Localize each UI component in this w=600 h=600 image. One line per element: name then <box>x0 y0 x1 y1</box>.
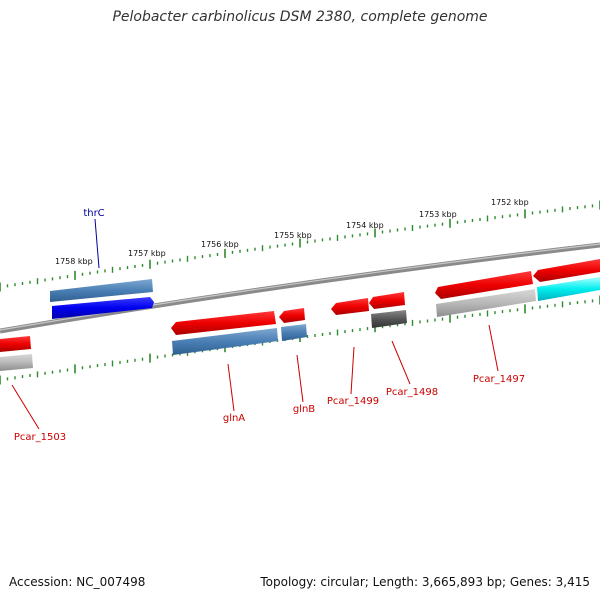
scale-label-1755: 1755 kbp <box>274 231 312 240</box>
gene-label-glnA[interactable]: glnA <box>223 413 245 424</box>
feature-right-edge-cyan <box>537 277 600 301</box>
scale-label-1753: 1753 kbp <box>419 210 457 219</box>
gene-right-edge-red[interactable] <box>533 259 600 282</box>
gene-glnA-red[interactable] <box>171 311 276 335</box>
gene-glnB-red[interactable] <box>279 308 305 323</box>
gene-Pcar-1498-red[interactable] <box>369 292 405 309</box>
scale-label-1756: 1756 kbp <box>201 240 239 249</box>
genome-backbone <box>0 242 600 334</box>
upper-scale-ticks <box>0 200 600 292</box>
feature-thrC-steel <box>50 279 153 302</box>
scale-label-1754: 1754 kbp <box>346 221 384 230</box>
scale-label-1757: 1757 kbp <box>128 249 166 258</box>
gene-label-Pcar-1503[interactable]: Pcar_1503 <box>14 432 66 443</box>
leader-Pcar-1498 <box>391 340 411 385</box>
gene-label-Pcar-1499[interactable]: Pcar_1499 <box>327 396 379 407</box>
gene-Pcar-1499-red[interactable] <box>331 298 369 315</box>
gene-label-Pcar-1497[interactable]: Pcar_1497 <box>473 374 525 385</box>
gene-label-thrC[interactable]: thrC <box>83 208 104 219</box>
genome-summary-text: Topology: circular; Length: 3,665,893 bp… <box>260 575 590 589</box>
accession-text: Accession: NC_007498 <box>9 575 146 589</box>
gene-label-Pcar-1498[interactable]: Pcar_1498 <box>386 387 438 398</box>
leader-Pcar-1497 <box>488 324 499 372</box>
feature-Pcar-1503-gray <box>0 354 33 371</box>
gene-Pcar-1503-red[interactable] <box>0 336 31 352</box>
leader-Pcar-1503 <box>11 384 40 430</box>
genome-title: Pelobacter carbinolicus DSM 2380, comple… <box>112 9 488 25</box>
leader-glnA <box>227 363 235 412</box>
leader-glnB <box>296 354 304 403</box>
gene-Pcar-1497-red[interactable] <box>435 271 533 299</box>
feature-glnB-steel <box>281 324 307 341</box>
feature-Pcar-1497-gray <box>436 289 536 317</box>
feature-Pcar-1498-dark <box>371 310 407 328</box>
gene-label-glnB[interactable]: glnB <box>293 404 315 415</box>
gene-thrC-forward[interactable] <box>52 297 154 319</box>
genome-backbone-highlight <box>0 243 600 331</box>
leader-Pcar-1499 <box>350 346 355 395</box>
scale-label-1758: 1758 kbp <box>55 257 93 266</box>
scale-label-1752: 1752 kbp <box>491 198 529 207</box>
feature-glnA-steel <box>172 328 278 355</box>
leader-thrC <box>94 218 100 269</box>
